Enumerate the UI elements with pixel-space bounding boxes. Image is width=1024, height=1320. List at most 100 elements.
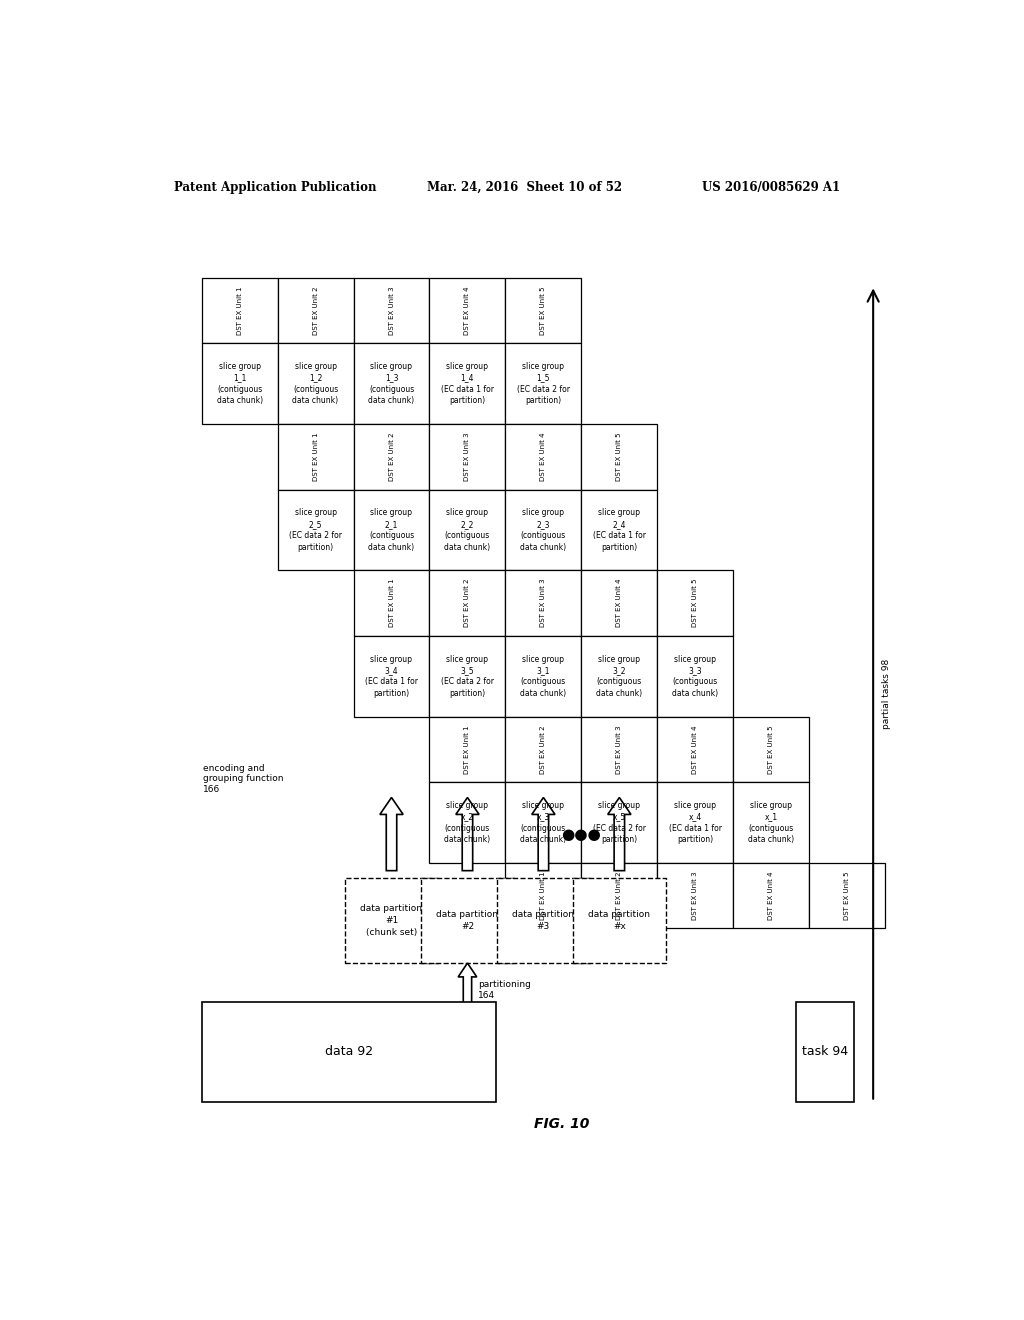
Text: slice group
1_5
(EC data 2 for
partition): slice group 1_5 (EC data 2 for partition… xyxy=(517,362,570,405)
Bar xyxy=(202,1002,496,1102)
Bar xyxy=(809,863,885,928)
Bar xyxy=(353,424,429,490)
Bar xyxy=(429,277,506,343)
Text: DST EX Unit 1: DST EX Unit 1 xyxy=(541,871,547,920)
Text: DST EX Unit 3: DST EX Unit 3 xyxy=(541,578,547,627)
Bar xyxy=(353,490,429,570)
Bar xyxy=(506,717,582,781)
Bar xyxy=(506,570,582,636)
Bar xyxy=(657,570,733,636)
Text: ●●●: ●●● xyxy=(561,826,601,842)
Bar xyxy=(506,490,582,570)
Bar xyxy=(657,717,733,781)
Bar xyxy=(429,424,506,490)
Polygon shape xyxy=(456,797,479,871)
Bar xyxy=(506,781,582,863)
Bar xyxy=(506,343,582,424)
Bar xyxy=(733,717,809,781)
Text: slice group
3_3
(contiguous
data chunk): slice group 3_3 (contiguous data chunk) xyxy=(672,655,719,698)
Text: DST EX Unit 3: DST EX Unit 3 xyxy=(388,286,394,335)
Bar xyxy=(582,490,657,570)
Bar xyxy=(345,878,438,964)
Bar xyxy=(497,878,590,964)
Text: DST EX Unit 3: DST EX Unit 3 xyxy=(465,433,470,480)
Text: DST EX Unit 2: DST EX Unit 2 xyxy=(312,286,318,335)
Polygon shape xyxy=(380,797,403,871)
Polygon shape xyxy=(458,964,477,1010)
Bar xyxy=(353,343,429,424)
Text: encoding and
grouping function
166: encoding and grouping function 166 xyxy=(203,764,284,793)
Bar xyxy=(582,781,657,863)
Bar xyxy=(506,863,582,928)
Bar xyxy=(421,878,514,964)
Bar xyxy=(278,277,353,343)
Bar xyxy=(353,636,429,717)
Text: DST EX Unit 5: DST EX Unit 5 xyxy=(616,433,623,480)
Bar xyxy=(278,490,353,570)
Bar xyxy=(582,863,657,928)
Text: data 92: data 92 xyxy=(325,1045,373,1059)
Text: partial tasks 98: partial tasks 98 xyxy=(883,659,892,729)
Text: slice group
x_3
(contiguous
data chunk): slice group x_3 (contiguous data chunk) xyxy=(520,801,566,845)
Text: slice group
3_1
(contiguous
data chunk): slice group 3_1 (contiguous data chunk) xyxy=(520,655,566,698)
Bar xyxy=(353,277,429,343)
Polygon shape xyxy=(531,797,555,871)
Text: Patent Application Publication: Patent Application Publication xyxy=(174,181,377,194)
Bar xyxy=(506,636,582,717)
Text: slice group
2_4
(EC data 1 for
partition): slice group 2_4 (EC data 1 for partition… xyxy=(593,508,646,552)
Text: DST EX Unit 4: DST EX Unit 4 xyxy=(616,579,623,627)
Bar xyxy=(429,570,506,636)
Text: slice group
x_4
(EC data 1 for
partition): slice group x_4 (EC data 1 for partition… xyxy=(669,801,722,845)
Text: data partition
#1
(chunk set): data partition #1 (chunk set) xyxy=(360,904,423,937)
Text: slice group
x_5
(EC data 2 for
partition): slice group x_5 (EC data 2 for partition… xyxy=(593,801,646,845)
Text: slice group
1_4
(EC data 1 for
partition): slice group 1_4 (EC data 1 for partition… xyxy=(441,362,494,405)
Bar xyxy=(657,863,733,928)
Bar xyxy=(202,277,278,343)
Text: DST EX Unit 1: DST EX Unit 1 xyxy=(465,725,470,774)
Bar xyxy=(429,343,506,424)
Bar xyxy=(733,781,809,863)
Text: DST EX Unit 2: DST EX Unit 2 xyxy=(465,579,470,627)
Text: slice group
1_1
(contiguous
data chunk): slice group 1_1 (contiguous data chunk) xyxy=(216,362,263,405)
Text: slice group
1_2
(contiguous
data chunk): slice group 1_2 (contiguous data chunk) xyxy=(293,362,339,405)
Text: DST EX Unit 5: DST EX Unit 5 xyxy=(541,286,547,335)
Text: slice group
2_5
(EC data 2 for
partition): slice group 2_5 (EC data 2 for partition… xyxy=(289,508,342,552)
Text: data partition
#2: data partition #2 xyxy=(436,911,499,931)
Text: DST EX Unit 5: DST EX Unit 5 xyxy=(844,871,850,920)
Bar xyxy=(278,343,353,424)
Text: slice group
3_4
(EC data 1 for
partition): slice group 3_4 (EC data 1 for partition… xyxy=(365,655,418,698)
Text: DST EX Unit 2: DST EX Unit 2 xyxy=(388,433,394,480)
Text: DST EX Unit 1: DST EX Unit 1 xyxy=(312,433,318,480)
Text: FIG. 10: FIG. 10 xyxy=(535,1117,590,1131)
Text: DST EX Unit 3: DST EX Unit 3 xyxy=(616,725,623,774)
Bar xyxy=(582,424,657,490)
Text: DST EX Unit 1: DST EX Unit 1 xyxy=(237,286,243,335)
Bar xyxy=(506,277,582,343)
Text: slice group
x_2
(contiguous
data chunk): slice group x_2 (contiguous data chunk) xyxy=(444,801,490,845)
Bar xyxy=(353,570,429,636)
Text: DST EX Unit 4: DST EX Unit 4 xyxy=(692,725,698,774)
Bar xyxy=(733,863,809,928)
Bar xyxy=(657,636,733,717)
Text: DST EX Unit 3: DST EX Unit 3 xyxy=(692,871,698,920)
Bar xyxy=(572,878,666,964)
Text: slice group
2_3
(contiguous
data chunk): slice group 2_3 (contiguous data chunk) xyxy=(520,508,566,552)
Text: DST EX Unit 1: DST EX Unit 1 xyxy=(388,578,394,627)
Bar xyxy=(202,343,278,424)
Text: partitioning
164: partitioning 164 xyxy=(478,981,531,999)
Text: US 2016/0085629 A1: US 2016/0085629 A1 xyxy=(702,181,841,194)
Bar xyxy=(796,1002,854,1102)
Text: Mar. 24, 2016  Sheet 10 of 52: Mar. 24, 2016 Sheet 10 of 52 xyxy=(427,181,623,194)
Polygon shape xyxy=(607,797,631,871)
Bar xyxy=(429,490,506,570)
Text: data partition
#x: data partition #x xyxy=(589,911,650,931)
Text: DST EX Unit 4: DST EX Unit 4 xyxy=(465,286,470,335)
Text: slice group
1_3
(contiguous
data chunk): slice group 1_3 (contiguous data chunk) xyxy=(369,362,415,405)
Text: DST EX Unit 2: DST EX Unit 2 xyxy=(541,725,547,774)
Text: DST EX Unit 4: DST EX Unit 4 xyxy=(768,871,774,920)
Bar xyxy=(506,424,582,490)
Bar xyxy=(657,781,733,863)
Text: slice group
3_2
(contiguous
data chunk): slice group 3_2 (contiguous data chunk) xyxy=(596,655,642,698)
Text: slice group
x_1
(contiguous
data chunk): slice group x_1 (contiguous data chunk) xyxy=(749,801,795,845)
Text: task 94: task 94 xyxy=(802,1045,848,1059)
